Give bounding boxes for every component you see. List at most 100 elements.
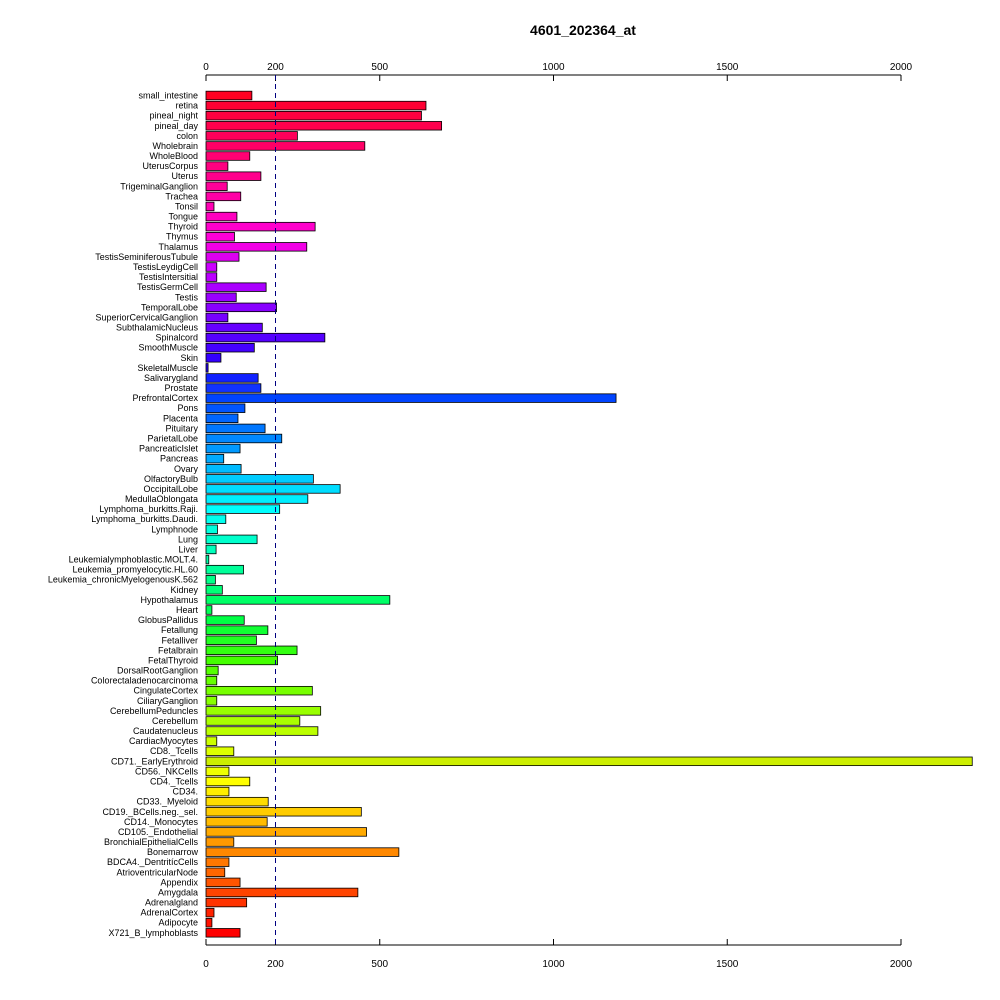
bar <box>205 807 362 817</box>
category-label: Wholebrain <box>152 141 198 151</box>
category-label: Leukemialymphoblastic.MOLT.4. <box>69 555 198 565</box>
category-label: CerebellumPeduncles <box>110 706 199 716</box>
bar <box>205 514 227 524</box>
bar <box>205 272 218 282</box>
top-x-axis: 0 200 500 1000 1500 2000 <box>203 62 913 81</box>
bar <box>205 746 235 756</box>
category-label: AdrenalCortex <box>140 908 198 918</box>
bar <box>205 90 253 101</box>
category-label: Salivarygland <box>144 373 198 383</box>
bar <box>205 332 326 343</box>
category-label: CD14._Monocytes <box>124 817 199 827</box>
bar <box>205 696 218 706</box>
bar <box>205 756 973 767</box>
category-label: Leukemia_chronicMyelogenousK.562 <box>48 575 198 585</box>
category-label: Appendix <box>160 877 198 887</box>
bar <box>205 605 213 615</box>
bar <box>205 110 422 121</box>
bar <box>205 585 223 595</box>
category-label: Kidney <box>170 585 198 595</box>
bar <box>205 786 230 797</box>
category-label: Thymus <box>166 232 199 242</box>
bar <box>205 645 298 656</box>
category-label: UterusCorpus <box>142 161 198 171</box>
bar <box>205 494 309 504</box>
category-label: Fetallung <box>161 625 198 635</box>
category-label: small_intestine <box>138 91 198 101</box>
category-label: CD34. <box>172 787 198 797</box>
bar <box>205 887 359 898</box>
bar <box>205 897 248 908</box>
category-label: OlfactoryBulb <box>144 474 198 484</box>
bar <box>205 554 210 565</box>
bar <box>205 353 222 363</box>
bar <box>205 615 245 625</box>
tick-label: 200 <box>267 959 284 970</box>
category-label: CD8._Tcells <box>150 746 199 756</box>
bar <box>205 827 367 837</box>
bar <box>205 857 230 867</box>
tick-label: 500 <box>371 959 388 970</box>
bottom-x-axis: 0 200 500 1000 1500 2000 <box>203 939 913 970</box>
bar <box>205 262 218 272</box>
bar <box>205 171 262 181</box>
category-label: colon <box>176 131 198 141</box>
bar <box>205 151 251 161</box>
category-label: Testis <box>175 292 199 302</box>
category-label: BDCA4._DentritícCells <box>107 857 199 867</box>
bar <box>205 625 269 635</box>
bar <box>205 100 427 111</box>
category-label: Prostate <box>164 383 198 393</box>
category-label: pineal_day <box>154 121 198 131</box>
category-label: Lymphoma_burkitts.Raji. <box>99 504 198 514</box>
bar <box>205 464 242 474</box>
bar <box>205 716 301 726</box>
bar <box>205 191 242 202</box>
category-label: GlobusPallidus <box>138 615 199 625</box>
category-label: Cerebellum <box>152 716 198 726</box>
bar <box>205 837 235 847</box>
category-label: Heart <box>176 605 199 615</box>
tick-label: 200 <box>267 62 284 73</box>
category-label: Pituitary <box>165 423 198 433</box>
tick-label: 1500 <box>716 959 739 970</box>
category-label: Tongue <box>168 212 198 222</box>
category-label: PrefrontalCortex <box>132 393 198 403</box>
bar <box>205 342 255 353</box>
category-label: DorsalRootGanglion <box>117 666 198 676</box>
bar <box>205 221 316 232</box>
bar <box>205 918 213 928</box>
category-label: OccipitalLobe <box>143 484 198 494</box>
category-label: pineal_night <box>149 111 198 121</box>
bar <box>205 655 278 666</box>
category-label: Skin <box>180 353 198 363</box>
category-label: CD71._EarlyErythroid <box>111 756 198 766</box>
bar <box>205 373 259 383</box>
bar <box>205 141 366 151</box>
category-label: Fetalliver <box>161 635 198 645</box>
category-label: Leukemia_promyelocytic.HL.60 <box>72 565 198 575</box>
bar <box>205 474 314 484</box>
bar <box>205 847 400 857</box>
tick-label: 0 <box>203 959 209 970</box>
bar <box>205 131 298 141</box>
category-label: Thalamus <box>158 242 198 252</box>
tick-label: 1000 <box>542 959 565 970</box>
bar <box>205 665 219 676</box>
bar <box>205 443 241 454</box>
bar <box>205 726 319 736</box>
category-label: TemporalLobe <box>141 302 198 312</box>
bar <box>205 433 283 444</box>
category-label: Adipocyte <box>158 918 198 928</box>
bar <box>205 928 241 938</box>
category-label: Amygdala <box>158 887 198 897</box>
bar <box>205 161 229 171</box>
bar <box>205 776 251 787</box>
category-label: Lymphnode <box>151 524 198 534</box>
bar <box>205 635 257 645</box>
bar <box>205 252 240 262</box>
category-label: CD105._Endothelial <box>118 827 198 837</box>
category-label: Lymphoma_burkitts.Daudi. <box>91 514 198 524</box>
bar <box>205 292 237 302</box>
tick-label: 500 <box>371 62 388 73</box>
